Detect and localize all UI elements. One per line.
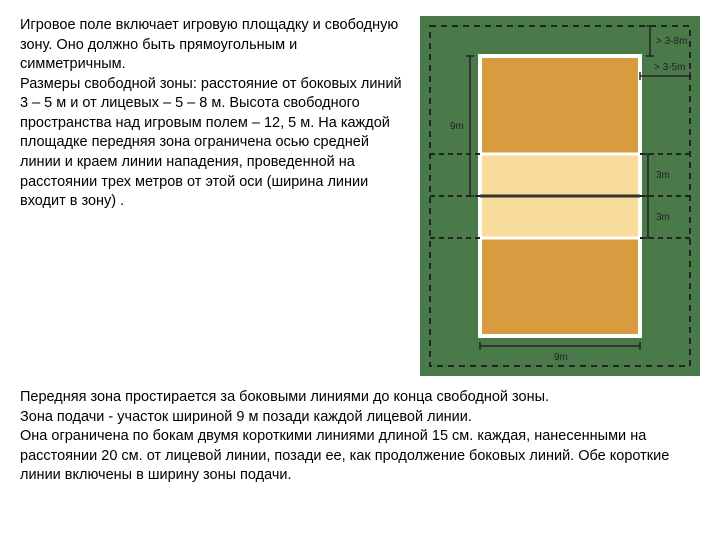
label-top-margin: > 3-8m: [656, 36, 687, 47]
label-side-margin: > 3-5m: [654, 62, 685, 73]
paragraph-5: Она ограничена по бокам двумя короткими …: [20, 427, 700, 486]
label-9m-bottom: 9m: [554, 352, 568, 363]
label-9m-top: 9m: [450, 121, 464, 132]
label-3m-upper: 3m: [656, 170, 670, 181]
paragraph-1: Игровое поле включает игровую площадку и…: [20, 16, 404, 75]
left-text-block: Игровое поле включает игровую площадку и…: [20, 16, 404, 376]
label-3m-lower: 3m: [656, 212, 670, 223]
paragraph-3: Передняя зона простирается за боковыми л…: [20, 388, 700, 408]
paragraph-4: Зона подачи - участок шириной 9 м позади…: [20, 408, 700, 428]
paragraph-2: Размеры свободной зоны: расстояние от бо…: [20, 75, 404, 212]
bottom-text-block: Передняя зона простирается за боковыми л…: [20, 388, 700, 486]
court-diagram: > 3-8m > 3-5m 9m 3m 3m 9m: [420, 16, 700, 376]
